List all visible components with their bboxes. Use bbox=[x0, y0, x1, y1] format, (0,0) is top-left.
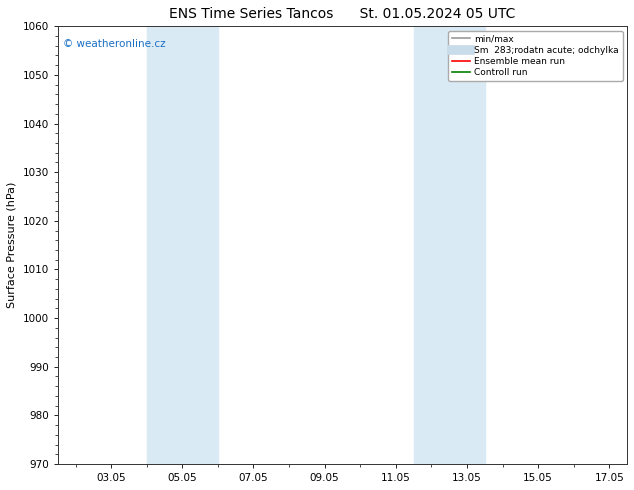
Bar bbox=[146, 26, 218, 464]
Bar bbox=[413, 26, 485, 464]
Y-axis label: Surface Pressure (hPa): Surface Pressure (hPa) bbox=[7, 182, 17, 308]
Title: ENS Time Series Tancos      St. 01.05.2024 05 UTC: ENS Time Series Tancos St. 01.05.2024 05… bbox=[169, 7, 515, 21]
Text: © weatheronline.cz: © weatheronline.cz bbox=[63, 39, 166, 49]
Legend: min/max, Sm  283;rodatn acute; odchylka, Ensemble mean run, Controll run: min/max, Sm 283;rodatn acute; odchylka, … bbox=[448, 31, 623, 81]
